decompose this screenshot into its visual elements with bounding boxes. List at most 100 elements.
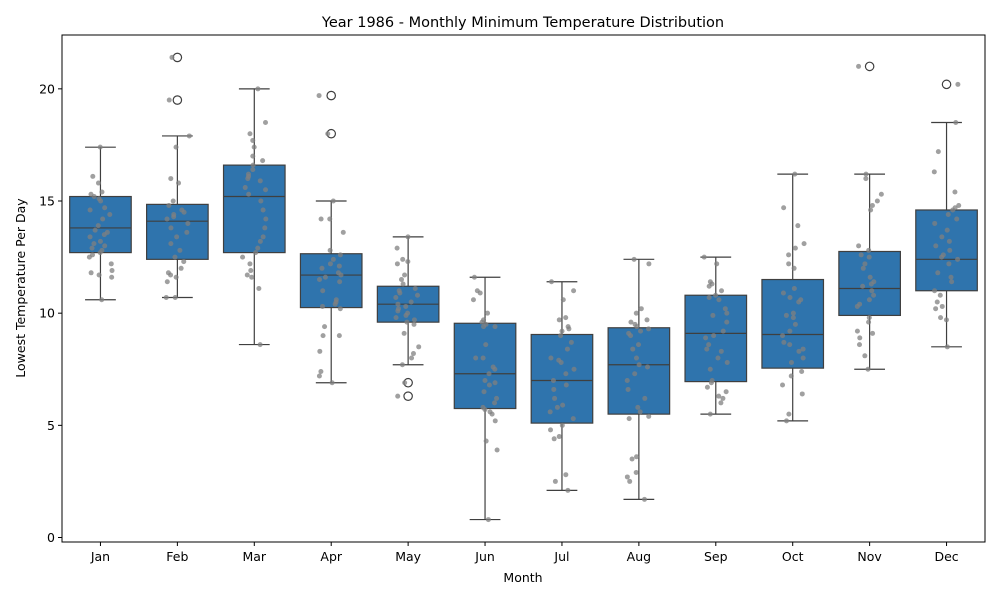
data-point (163, 294, 169, 300)
data-point (866, 315, 872, 321)
data-point (327, 261, 333, 267)
data-point (636, 342, 642, 348)
data-point (856, 342, 862, 348)
data-point (635, 404, 641, 410)
data-point (646, 326, 652, 332)
data-point (701, 254, 707, 260)
data-point (860, 265, 866, 271)
data-point (935, 149, 941, 155)
data-point (171, 214, 177, 220)
data-point (946, 238, 952, 244)
data-point (168, 176, 174, 182)
data-point (950, 207, 956, 213)
data-point (102, 205, 108, 211)
box-iqr (915, 209, 978, 292)
data-point (632, 371, 638, 377)
data-point (317, 277, 323, 283)
data-point (336, 333, 342, 339)
data-point (337, 279, 343, 285)
data-point (862, 261, 868, 267)
data-point (492, 380, 498, 386)
data-point (641, 496, 647, 502)
data-point (185, 220, 191, 226)
data-point (394, 245, 400, 251)
box-mar (222, 88, 286, 346)
data-point (248, 268, 254, 274)
data-point (571, 366, 577, 372)
data-point (710, 312, 716, 318)
box-oct (761, 173, 825, 422)
data-point (790, 310, 796, 316)
data-point (563, 371, 569, 377)
data-point (866, 254, 872, 260)
data-point (91, 194, 97, 200)
data-point (337, 306, 343, 312)
data-point (337, 252, 343, 258)
data-point (716, 393, 722, 399)
data-point (393, 294, 399, 300)
data-point (932, 288, 938, 294)
data-point (642, 395, 648, 401)
data-point (486, 382, 492, 388)
points-jul (547, 279, 577, 493)
data-point (319, 265, 325, 271)
data-point (405, 234, 411, 240)
data-point (863, 176, 869, 182)
data-point (566, 326, 572, 332)
data-point (722, 306, 728, 312)
box-iqr (453, 322, 517, 410)
data-point (471, 274, 477, 280)
data-point (483, 342, 489, 348)
data-point (932, 220, 938, 226)
data-point (260, 234, 266, 240)
data-point (317, 348, 323, 354)
x-tick-label: Jun (474, 549, 495, 564)
data-point (568, 339, 574, 345)
box-iqr (146, 203, 209, 260)
data-point (548, 355, 554, 361)
data-point (945, 211, 951, 217)
data-point (956, 202, 962, 208)
data-point (251, 144, 257, 150)
points-feb (163, 54, 192, 300)
box-iqr (684, 294, 748, 383)
data-point (552, 478, 558, 484)
data-point (108, 261, 114, 267)
data-point (954, 216, 960, 222)
data-point (780, 333, 786, 339)
data-point (939, 254, 945, 260)
data-point (862, 353, 868, 359)
data-point (707, 411, 713, 417)
data-point (947, 247, 953, 253)
points-dec (931, 81, 962, 350)
data-point (706, 342, 712, 348)
data-point (338, 272, 344, 278)
data-point (325, 131, 331, 137)
data-point (800, 346, 806, 352)
data-point (866, 297, 872, 303)
data-point (938, 315, 944, 321)
data-point (935, 270, 941, 276)
y-tick-label: 10 (39, 306, 55, 321)
data-point (400, 256, 406, 262)
x-tick-label: Mar (242, 549, 266, 564)
data-point (260, 158, 266, 164)
x-tick-label: Jan (90, 549, 110, 564)
data-point (89, 245, 95, 251)
data-point (869, 202, 875, 208)
box-jun (453, 276, 517, 521)
data-point (400, 281, 406, 287)
data-point (86, 254, 92, 260)
data-point (109, 274, 115, 280)
data-point (706, 294, 712, 300)
data-point (784, 418, 790, 424)
data-point (483, 438, 489, 444)
plot-frame (61, 34, 986, 543)
data-point (246, 191, 252, 197)
data-point (482, 407, 488, 413)
data-point (718, 400, 724, 406)
data-point (402, 272, 408, 278)
data-point (786, 261, 792, 267)
data-point (706, 283, 712, 289)
